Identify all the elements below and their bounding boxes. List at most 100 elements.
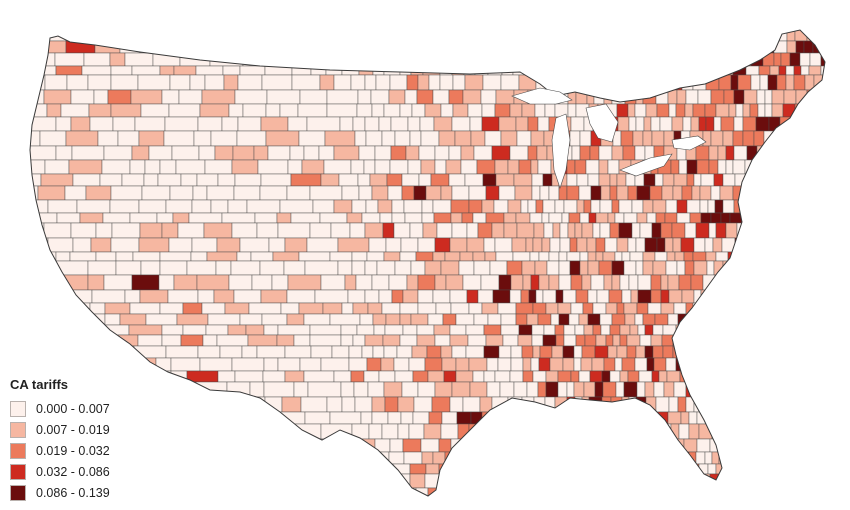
- county: [290, 40, 319, 54]
- county: [566, 381, 575, 398]
- county: [460, 159, 478, 175]
- county: [30, 313, 43, 326]
- county: [727, 274, 737, 291]
- county: [450, 302, 470, 315]
- county: [228, 103, 244, 118]
- county: [530, 274, 540, 291]
- county: [333, 463, 349, 475]
- county: [687, 473, 700, 489]
- county: [663, 130, 675, 147]
- legend-swatch: [10, 484, 26, 501]
- county: [537, 451, 551, 465]
- county: [823, 487, 825, 496]
- county: [457, 451, 471, 465]
- county: [776, 199, 787, 214]
- county: [418, 145, 436, 161]
- county: [438, 438, 452, 453]
- county: [774, 260, 783, 276]
- county: [799, 173, 814, 187]
- county: [523, 423, 538, 440]
- county: [260, 173, 292, 187]
- county: [626, 345, 637, 359]
- county: [659, 116, 673, 132]
- county: [761, 274, 771, 291]
- county: [532, 237, 543, 253]
- county: [629, 324, 639, 336]
- county: [374, 30, 388, 42]
- county: [732, 130, 744, 147]
- county: [747, 345, 761, 359]
- county: [674, 487, 689, 496]
- county: [528, 473, 538, 489]
- county: [377, 199, 393, 214]
- county: [531, 324, 545, 336]
- legend-swatch: [10, 463, 26, 480]
- county: [814, 302, 823, 315]
- county: [124, 52, 154, 67]
- county: [479, 423, 495, 440]
- county: [512, 487, 530, 496]
- county: [390, 116, 409, 132]
- county: [574, 159, 587, 175]
- county: [640, 40, 650, 54]
- county: [704, 302, 715, 315]
- county: [432, 89, 450, 105]
- county: [389, 159, 409, 175]
- county: [743, 370, 753, 383]
- county: [742, 116, 757, 132]
- county: [265, 130, 300, 147]
- county: [609, 324, 621, 336]
- county: [677, 40, 690, 54]
- county: [451, 345, 467, 359]
- county: [546, 487, 556, 496]
- county: [611, 274, 621, 291]
- county: [725, 324, 734, 336]
- county: [455, 313, 475, 326]
- county: [498, 185, 516, 201]
- county: [715, 222, 727, 239]
- county: [696, 159, 710, 175]
- county: [527, 199, 537, 214]
- county: [607, 212, 616, 224]
- county: [551, 473, 561, 489]
- county: [713, 116, 722, 132]
- county: [775, 130, 786, 147]
- county: [521, 345, 534, 359]
- county: [829, 146, 842, 160]
- county: [287, 159, 303, 175]
- county: [612, 334, 621, 347]
- county: [450, 212, 463, 224]
- county: [758, 65, 771, 76]
- county: [358, 487, 373, 496]
- county: [353, 381, 369, 398]
- county: [457, 30, 472, 42]
- county: [581, 222, 594, 239]
- county: [608, 74, 620, 91]
- county: [330, 473, 361, 489]
- county: [134, 116, 166, 132]
- county: [509, 451, 527, 465]
- county: [272, 487, 292, 496]
- county: [383, 251, 401, 262]
- county: [201, 30, 221, 42]
- county: [575, 289, 589, 304]
- county: [422, 65, 441, 76]
- county: [407, 159, 422, 175]
- county: [424, 260, 442, 276]
- county: [824, 463, 825, 475]
- county: [549, 451, 562, 465]
- county: [582, 302, 594, 315]
- county: [468, 357, 488, 372]
- county: [164, 463, 182, 475]
- county: [402, 324, 418, 336]
- county: [572, 451, 581, 465]
- county: [371, 487, 387, 496]
- county: [416, 89, 434, 105]
- county: [579, 438, 593, 453]
- county: [402, 438, 422, 453]
- county: [87, 260, 117, 276]
- county: [623, 260, 637, 276]
- county: [271, 473, 292, 489]
- county: [697, 30, 708, 42]
- county: [356, 103, 373, 118]
